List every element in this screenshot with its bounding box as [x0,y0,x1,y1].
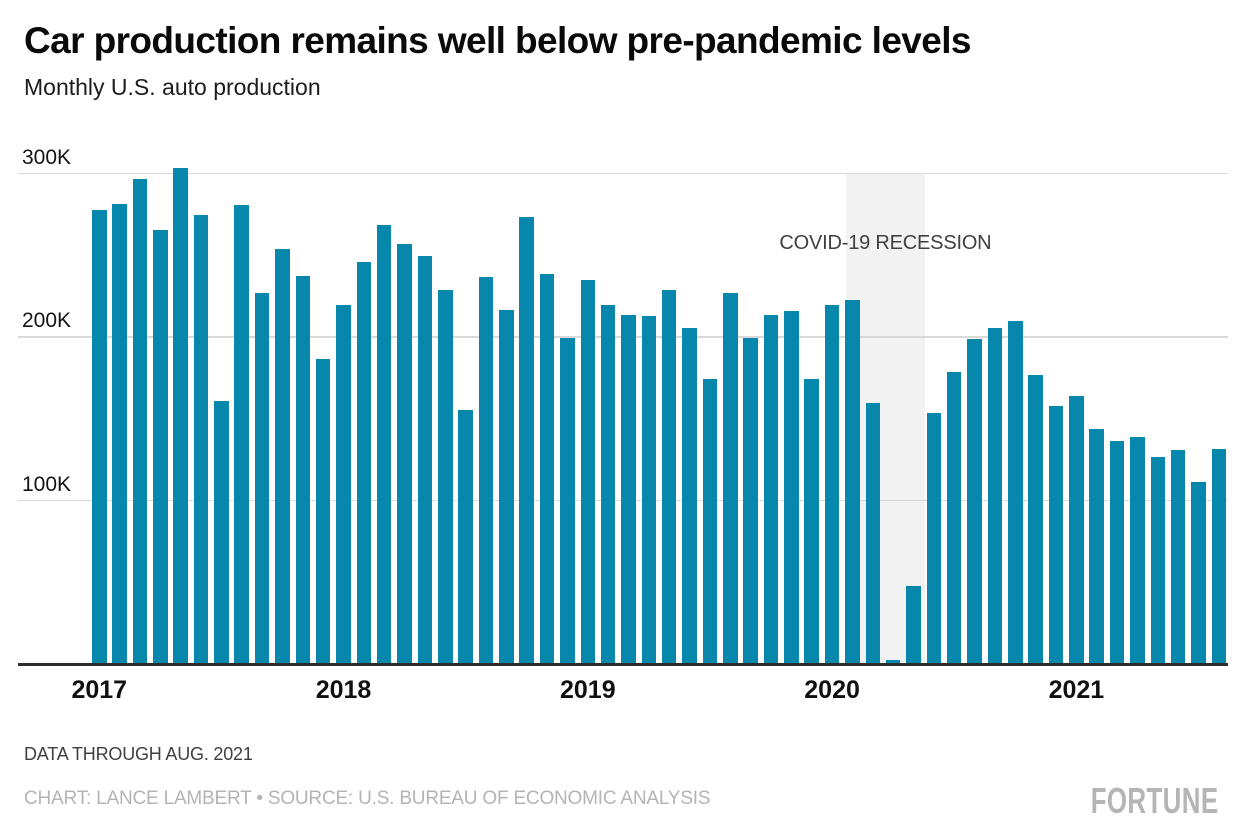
y-axis-tick-label: 100K [22,472,72,496]
bar [926,412,942,663]
bar [702,378,718,663]
bar [1048,406,1064,663]
bar [336,304,351,663]
chart-subtitle: Monthly U.S. auto production [24,74,321,100]
bar [153,229,168,663]
bar [539,273,555,663]
bar [824,304,840,663]
bar [417,255,433,663]
bar [1130,437,1145,663]
y-gridline [18,172,1228,174]
y-axis-tick-label: 300K [22,145,72,169]
bar [173,167,188,663]
bar [560,337,575,663]
bar [723,293,738,663]
bar [458,409,473,663]
bar [112,203,127,663]
bar [132,179,148,663]
bar [1211,448,1227,663]
x-axis-year-label: 2020 [804,676,860,704]
data-through-note: DATA THROUGH AUG. 2021 [24,744,253,764]
bar [1150,456,1166,663]
bar [1109,440,1125,663]
bar [641,316,657,663]
bar [1008,321,1023,663]
bar [315,358,331,663]
bar [885,659,901,663]
bar [987,327,1003,663]
bar [763,314,779,663]
bar [946,371,962,663]
bar [499,309,514,663]
recession-annotation: COVID-19 RECESSION [779,232,992,254]
bar [519,216,534,663]
chart-title: Car production remains well below pre-pa… [24,20,972,61]
bar [193,215,209,663]
bar [295,275,311,663]
fortune-logo: FORTUNE [1090,780,1218,821]
bar [967,339,982,663]
bar [92,210,107,663]
bar [804,378,819,663]
bar [1028,375,1043,663]
bar [865,403,881,663]
x-axis-line [18,663,1228,666]
bar [254,293,270,663]
bar [743,337,758,663]
bar [478,277,494,663]
bar [784,311,799,663]
bar [397,244,412,663]
bar [376,224,392,663]
bar [214,401,229,663]
bar [1069,396,1084,663]
bar [682,327,697,663]
bar [438,290,453,663]
bar [906,586,921,663]
bar [356,262,372,663]
x-axis-year-label: 2021 [1048,676,1105,704]
bar [275,249,290,663]
bar [600,304,616,663]
bar [1170,450,1186,663]
x-axis-year-label: 2017 [71,676,128,704]
bar [580,280,596,663]
bar [1191,481,1206,663]
x-axis-year-label: 2018 [315,676,372,704]
x-axis-year-label: 2019 [560,676,616,704]
y-axis-tick-label: 200K [22,309,72,332]
chart-source-credit: CHART: LANCE LAMBERT • SOURCE: U.S. BURE… [24,788,711,809]
bar [621,314,636,663]
bar [845,300,860,663]
bar [1089,429,1104,663]
bar [661,290,677,663]
bar [234,205,249,663]
